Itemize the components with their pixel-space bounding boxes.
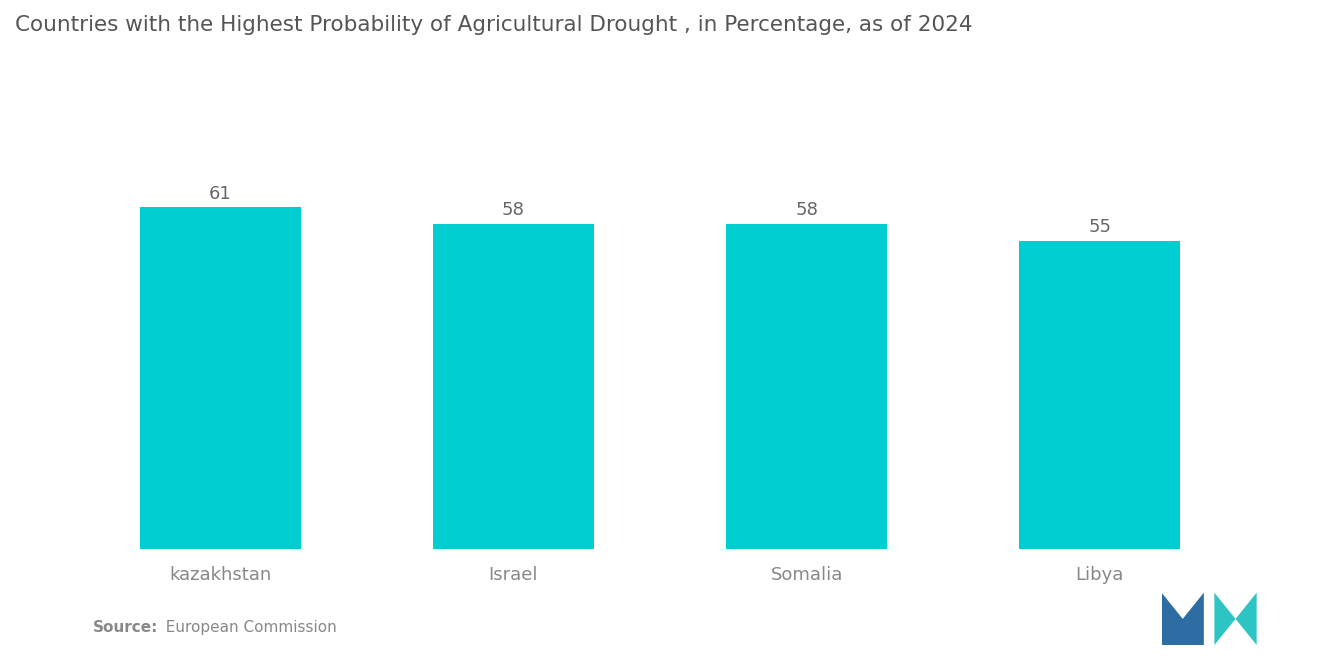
Polygon shape <box>1214 593 1257 645</box>
Text: 61: 61 <box>209 185 231 203</box>
Text: European Commission: European Commission <box>156 620 337 635</box>
Polygon shape <box>1162 593 1204 645</box>
Bar <box>726 224 887 549</box>
Text: 58: 58 <box>795 201 818 219</box>
Text: 58: 58 <box>502 201 525 219</box>
Text: Source:: Source: <box>92 620 158 635</box>
Text: Countries with the Highest Probability of Agricultural Drought , in Percentage, : Countries with the Highest Probability o… <box>15 15 973 35</box>
Text: 55: 55 <box>1088 218 1111 236</box>
Bar <box>140 207 301 549</box>
Bar <box>433 224 594 549</box>
Bar <box>1019 241 1180 549</box>
